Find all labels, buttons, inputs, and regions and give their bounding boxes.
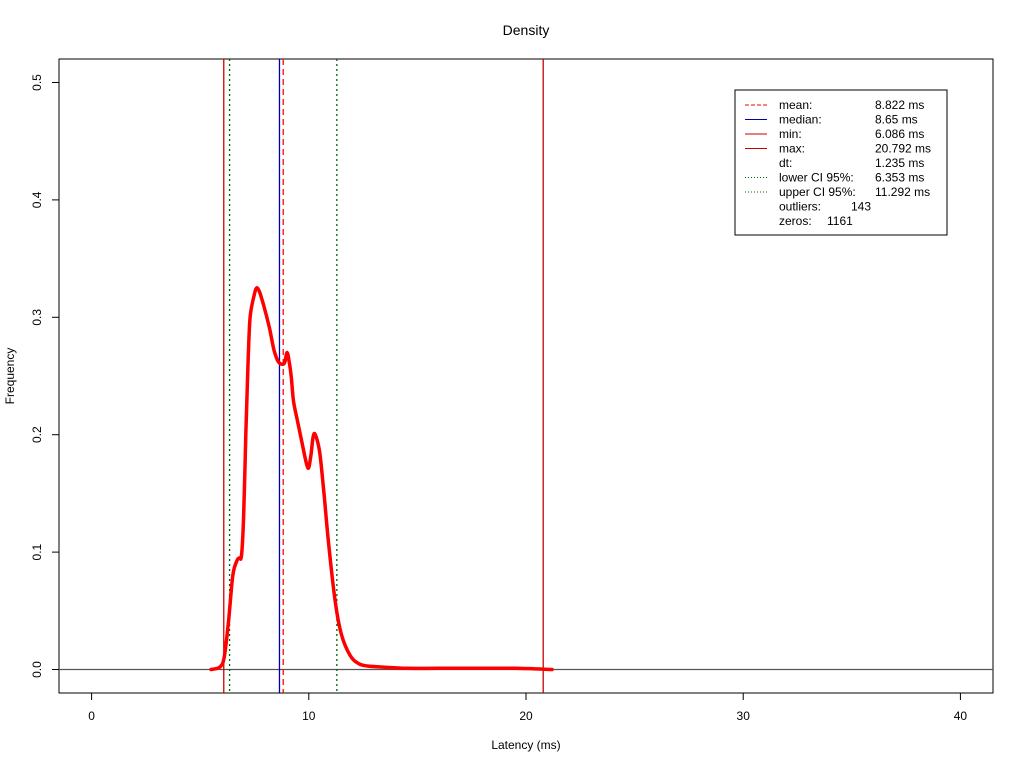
legend-item: upper CI 95%: 11.292 ms: [745, 185, 930, 199]
x-tick-label: 0: [88, 709, 95, 723]
legend-label: min:: [779, 127, 802, 141]
x-tick-label: 40: [954, 709, 968, 723]
density-series: [209, 286, 554, 672]
x-tick-label: 30: [737, 709, 751, 723]
legend-box: [734, 89, 948, 236]
legend-value: 6.086 ms: [875, 127, 924, 141]
legend-item: outliers: 143: [779, 200, 871, 214]
x-axis-label: Latency (ms): [491, 738, 560, 752]
axes: 0 10 20 30 40 0.0 0.1 0.2 0.3 0.4 0.5: [30, 74, 993, 723]
density-curve-0: [209, 286, 554, 672]
legend-item: min: 6.086 ms: [745, 127, 924, 141]
y-tick-label: 0.5: [30, 74, 44, 91]
legend-value: 11.292 ms: [875, 185, 930, 199]
legend-label: lower CI 95%:: [779, 171, 854, 185]
y-tick-label: 0.4: [30, 191, 44, 208]
y-tick-label: 0.0: [30, 661, 44, 678]
legend-value: 20.792 ms: [875, 142, 931, 156]
legend-label: upper CI 95%:: [779, 185, 856, 199]
legend-value: 8.65 ms: [875, 113, 918, 127]
legend-label: max:: [779, 142, 805, 156]
legend-item: lower CI 95%: 6.353 ms: [745, 171, 924, 185]
legend-label: outliers:: [779, 200, 821, 214]
legend-value: 1.235 ms: [875, 156, 924, 170]
chart-title: Density: [503, 22, 550, 38]
y-axis-label: Frequency: [3, 348, 17, 405]
legend-value: 6.353 ms: [875, 171, 924, 185]
legend-item: zeros: 1161: [779, 214, 853, 228]
legend-item: max: 20.792 ms: [745, 142, 931, 156]
x-tick-label: 20: [519, 709, 533, 723]
y-tick-label: 0.2: [30, 426, 44, 443]
x-tick-label: 10: [302, 709, 316, 723]
y-tick-label: 0.1: [30, 543, 44, 560]
legend-item: mean: 8.822 ms: [745, 98, 924, 112]
legend-label: mean:: [779, 98, 812, 112]
legend-label: dt:: [779, 156, 792, 170]
legend-value: 143: [851, 200, 871, 214]
legend-value: 1161: [827, 214, 853, 228]
reference-lines: [223, 59, 544, 693]
legend-label: zeros:: [779, 214, 812, 228]
legend-label: median:: [779, 113, 822, 127]
legend-item: median: 8.65 ms: [745, 113, 918, 127]
legend-item: dt: 1.235 ms: [779, 156, 924, 170]
legend-value: 8.822 ms: [875, 98, 924, 112]
y-tick-label: 0.3: [30, 309, 44, 326]
